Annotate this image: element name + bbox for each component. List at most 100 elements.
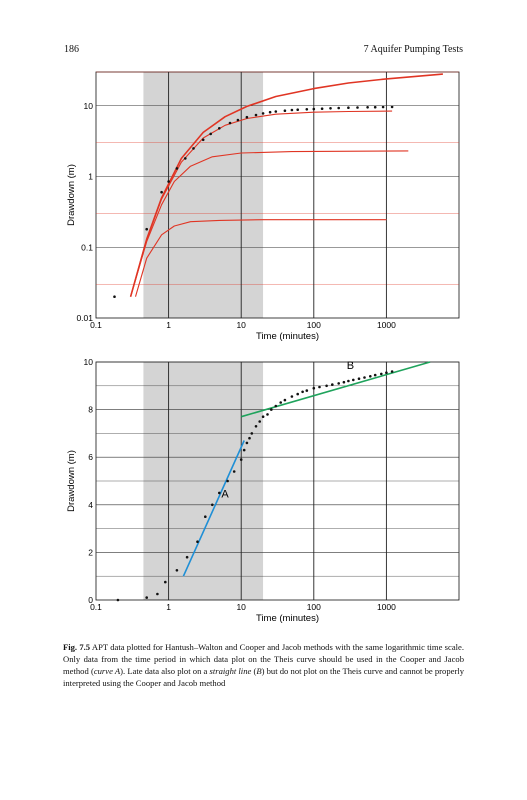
data-point	[312, 386, 316, 390]
data-point	[385, 371, 388, 375]
y-tick-label: 8	[88, 405, 93, 415]
data-point	[211, 503, 214, 507]
caption-label: Fig. 7.5	[63, 642, 91, 652]
series-line	[130, 110, 393, 297]
data-point	[390, 105, 394, 109]
data-point	[160, 190, 163, 194]
y-tick-label: 10	[84, 357, 94, 367]
data-point	[301, 390, 304, 394]
caption-text: ). Late data also plot on a	[120, 666, 210, 677]
caption-italic: straight line	[209, 666, 252, 677]
y-tick-label: 10	[84, 101, 94, 111]
figure-caption: Fig. 7.5 APT data plotted for Hantush–Wa…	[63, 641, 464, 689]
data-point	[201, 138, 205, 142]
curve-label: A	[221, 489, 229, 501]
data-point	[356, 106, 359, 109]
data-point	[254, 425, 258, 428]
data-point	[366, 106, 369, 109]
data-point	[116, 598, 120, 602]
series-line	[130, 150, 409, 297]
x-tick-label: 1	[166, 320, 171, 330]
series-line	[134, 219, 387, 297]
data-point	[331, 383, 334, 386]
data-point	[347, 106, 350, 109]
data-point	[226, 479, 229, 483]
data-point	[337, 382, 341, 385]
data-point	[296, 392, 300, 396]
data-point	[357, 377, 361, 381]
data-point	[175, 167, 179, 170]
x-tick-label: 0.1	[90, 320, 102, 330]
x-tick-label: 100	[307, 602, 321, 612]
data-point	[218, 491, 221, 495]
series-line	[240, 361, 431, 418]
data-point	[266, 413, 269, 416]
data-point	[164, 580, 167, 584]
data-point	[175, 569, 179, 572]
data-point	[261, 415, 265, 419]
y-axis-title: Drawdown (m)	[66, 164, 77, 226]
data-point	[239, 458, 243, 461]
cooper-jacob-semilog-chart: 0 2 4 6 8 10 0.1 1 10 100 1000 Time (minutes) Drawdo…	[66, 357, 460, 624]
data-point	[145, 596, 148, 599]
x-tick-label: 100	[307, 320, 321, 330]
x-tick-label: 1	[166, 602, 171, 612]
data-point	[342, 380, 346, 384]
data-point	[373, 105, 377, 109]
data-point	[261, 112, 265, 115]
data-point	[337, 106, 341, 110]
data-point	[347, 379, 350, 383]
data-point	[242, 448, 246, 452]
shaded-time-band	[143, 72, 264, 318]
x-axis-title: Time (minutes)	[256, 331, 319, 342]
caption-italic: B	[256, 666, 262, 677]
data-point	[279, 401, 283, 404]
data-point	[209, 132, 212, 136]
data-point	[369, 375, 372, 378]
data-point	[352, 378, 355, 382]
data-point	[245, 441, 249, 445]
data-point	[305, 389, 309, 392]
data-point	[113, 295, 116, 299]
data-point	[363, 376, 366, 379]
data-point	[283, 398, 287, 402]
y-tick-label: 0.1	[81, 242, 93, 252]
data-point	[250, 432, 254, 435]
y-tick-label: 2	[88, 547, 93, 557]
data-point	[236, 118, 240, 122]
running-title: 7 Aquifer Pumping Tests	[363, 44, 463, 55]
x-tick-label: 0.1	[90, 602, 102, 612]
data-point	[232, 470, 236, 473]
x-axis-title: Time (minutes)	[256, 613, 319, 624]
data-point	[312, 107, 316, 111]
data-point	[254, 113, 258, 117]
data-point	[290, 108, 294, 112]
data-point	[268, 110, 272, 114]
data-point	[283, 109, 287, 112]
data-point	[329, 107, 332, 110]
caption-italic: curve A	[93, 666, 121, 677]
data-point	[192, 147, 195, 150]
data-point	[373, 373, 377, 377]
x-tick-label: 10	[236, 602, 246, 612]
data-point	[290, 395, 294, 398]
data-point	[218, 127, 221, 130]
data-point	[270, 408, 273, 411]
data-point	[204, 515, 207, 518]
y-tick-label: 6	[88, 452, 93, 462]
caption-text: APT data plotted for Hantush–Walton and …	[63, 642, 464, 677]
page-number: 186	[64, 44, 79, 55]
data-point	[248, 436, 251, 440]
data-point	[185, 555, 189, 559]
data-point	[305, 108, 309, 111]
data-point	[320, 107, 324, 110]
data-point	[274, 110, 278, 113]
y-tick-label: 0	[88, 595, 93, 605]
data-point	[156, 592, 159, 596]
data-point	[325, 384, 328, 388]
curve-label: B	[347, 360, 354, 372]
data-point	[167, 180, 170, 183]
y-tick-label: 0.01	[76, 313, 93, 323]
